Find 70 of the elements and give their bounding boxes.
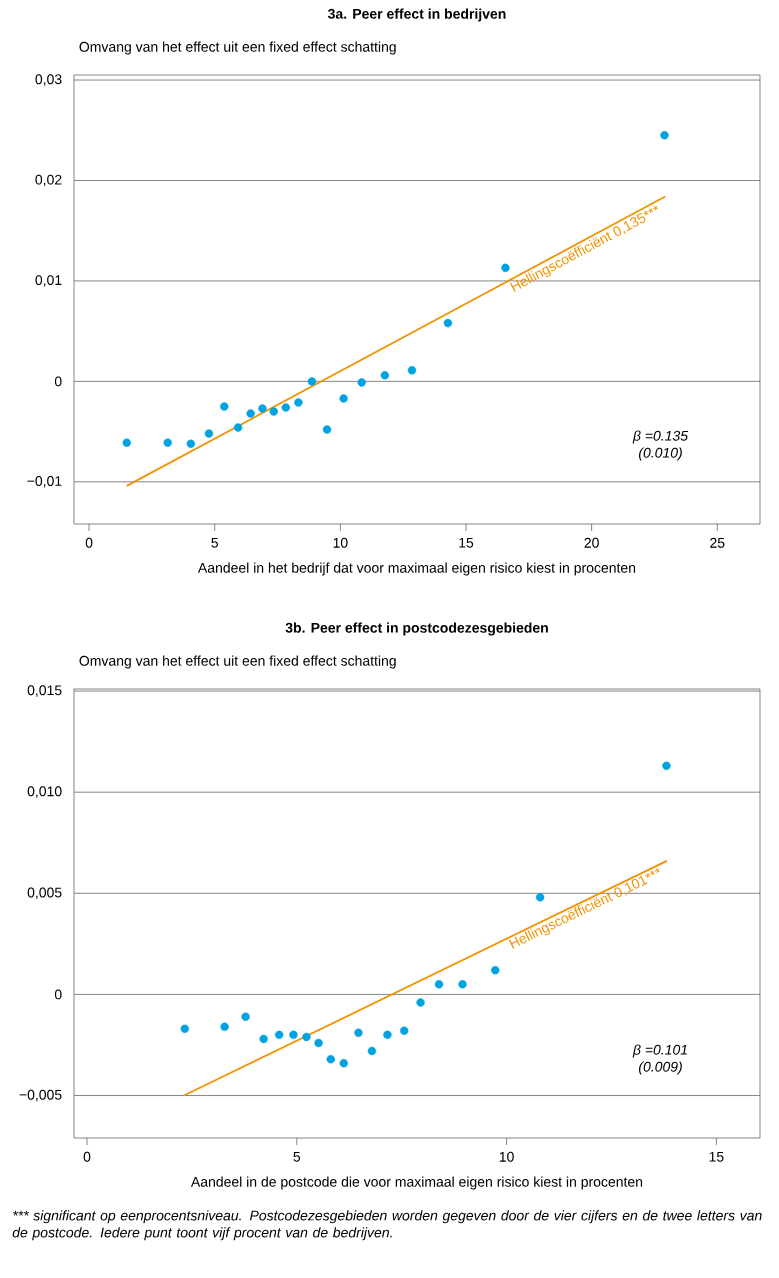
- point: [281, 403, 291, 412]
- x-axis-title: Aandeel in het bedrijf dat voor maximaal eigen risico kiest in procenten: [197, 562, 636, 576]
- point: [220, 1022, 229, 1031]
- x-tick-label: 0: [85, 537, 93, 548]
- point: [294, 398, 303, 407]
- point: [339, 1058, 348, 1068]
- point: [204, 429, 214, 438]
- point: [662, 761, 671, 771]
- point: [122, 438, 131, 447]
- point: [660, 131, 669, 140]
- point: [416, 998, 425, 1007]
- x-tick-label: 15: [709, 1151, 724, 1162]
- point: [307, 377, 317, 386]
- point: [302, 1032, 311, 1042]
- point: [491, 965, 500, 975]
- y-tick-label: 0: [54, 376, 62, 387]
- x-tick-label: 5: [293, 1151, 301, 1162]
- point: [163, 438, 172, 447]
- y-axis-title: Omvang van het effect uit een fixed effect schatting: [79, 41, 396, 55]
- y-tick-label: 0,03: [35, 74, 62, 86]
- point: [458, 980, 467, 989]
- point: [380, 371, 390, 380]
- point: [367, 1046, 377, 1056]
- point: [322, 425, 332, 434]
- point: [314, 1038, 323, 1048]
- x-axis-title: Aandeel in de postcode die voor maximaal eigen risico kiest in procenten: [190, 1176, 643, 1190]
- point: [274, 1030, 284, 1040]
- y-tick-label: 0,02: [35, 174, 62, 187]
- annotation: (0.009): [639, 1061, 682, 1075]
- chart-title: 3b. Peer effect in postcodezesgebieden: [285, 622, 548, 636]
- point: [443, 318, 453, 328]
- y-tick-label: 0,01: [35, 275, 62, 287]
- y-tick-label: 0,010: [27, 786, 62, 798]
- y-tick-label: −0,01: [27, 476, 62, 488]
- point: [246, 409, 255, 418]
- point: [241, 1012, 250, 1021]
- point: [269, 407, 278, 416]
- x-tick-label: 5: [211, 537, 219, 548]
- x-tick-label: 10: [499, 1151, 514, 1162]
- point: [354, 1028, 363, 1038]
- x-tick-label: 15: [459, 537, 474, 548]
- x-tick-label: 10: [333, 537, 348, 548]
- annotation: β =0.135: [632, 430, 689, 444]
- x-tick-label: 25: [710, 537, 725, 548]
- point: [289, 1030, 298, 1040]
- point: [220, 402, 229, 411]
- y-axis-title: Omvang van het effect uit een fixed effect schatting: [79, 655, 396, 669]
- point: [400, 1026, 409, 1036]
- y-tick-label: 0,015: [27, 685, 62, 697]
- x-tick-label: 0: [83, 1151, 91, 1162]
- annotation: β =0.101: [632, 1044, 687, 1058]
- point: [407, 366, 417, 375]
- y-tick-label: −0,005: [19, 1089, 62, 1102]
- point: [357, 378, 366, 387]
- y-tick-label: 0,005: [27, 887, 62, 900]
- point: [186, 439, 196, 448]
- chart-title: 3a. Peer effect in bedrijven: [327, 8, 506, 22]
- point: [233, 423, 243, 432]
- point: [326, 1054, 335, 1064]
- y-tick-label: 0: [54, 989, 62, 1000]
- point: [339, 394, 348, 403]
- x-tick-label: 20: [584, 537, 599, 548]
- point: [501, 263, 510, 273]
- annotation: (0.010): [639, 447, 682, 461]
- point: [383, 1030, 392, 1040]
- point: [259, 1034, 268, 1044]
- point: [180, 1024, 189, 1033]
- text: *** significant op eenprocentsniveau. Postcodezesgebieden worden gegeven door de vier cijfers en de twee letters van de postcode. Iedere punt toont vijf procent van de bedrijven.: [12, 1210, 762, 1241]
- point: [258, 404, 267, 413]
- point: [434, 980, 444, 989]
